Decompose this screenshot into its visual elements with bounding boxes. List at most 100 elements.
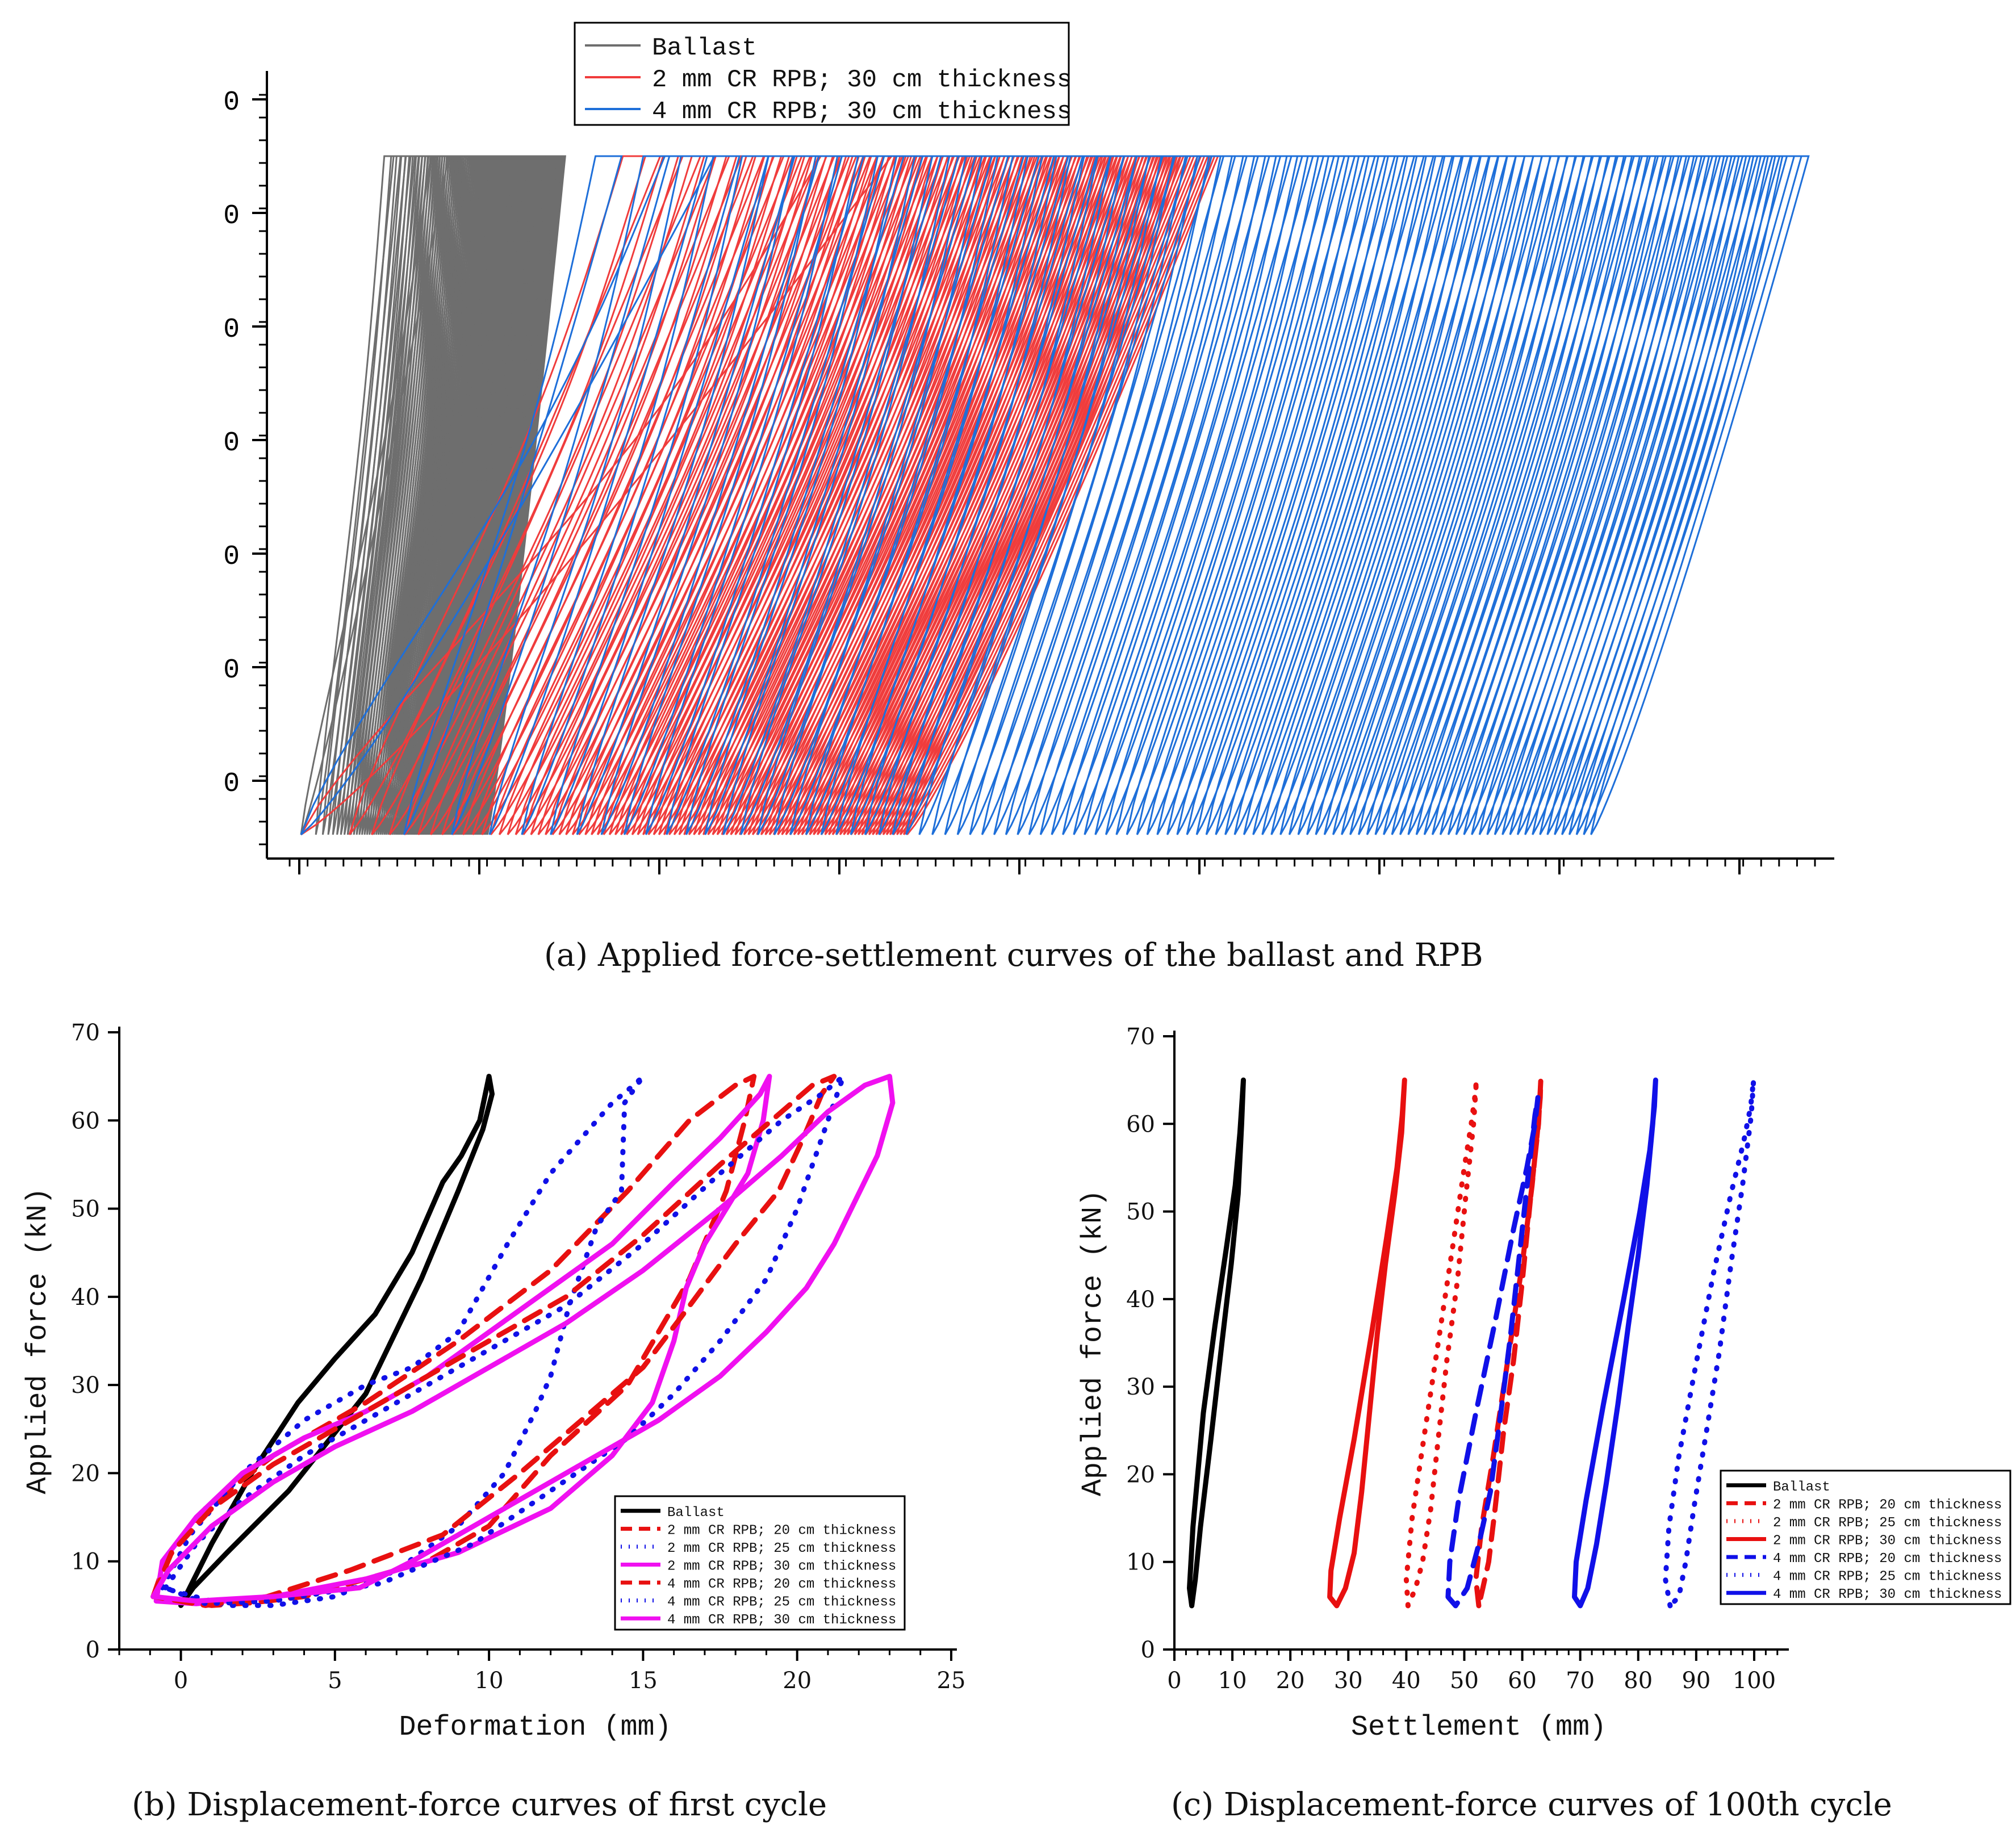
legend-label: 4 mm CR RPB; 20 cm thickness bbox=[667, 1577, 896, 1592]
y-tick-label-a: 0 bbox=[223, 769, 240, 799]
y-tick-label: 50 bbox=[71, 1196, 100, 1223]
series-line-chart-b-0 bbox=[178, 1074, 495, 1608]
legend-label: 4 mm CR RPB; 25 cm thickness bbox=[1773, 1569, 2002, 1585]
series-line-chart-c-6 bbox=[1572, 1077, 1658, 1609]
chart-a: 0 0 0 0 0 0 0 Ballast 2 mm CR RPB; 30 cm thickne… bbox=[223, 22, 1834, 874]
loop-2-1 bbox=[403, 155, 623, 835]
loop-0-1 bbox=[315, 155, 395, 835]
caption-b: (b) Displacement-force curves of first c… bbox=[132, 1786, 827, 1823]
y-axis-label: Applied force (kN) bbox=[22, 1187, 55, 1494]
y-tick-label: 70 bbox=[1126, 1024, 1155, 1050]
loop-1-1 bbox=[348, 155, 662, 835]
series-line-chart-c-2 bbox=[1403, 1077, 1479, 1609]
x-tick-label: 100 bbox=[1733, 1668, 1776, 1694]
x-tick-label: 60 bbox=[1508, 1668, 1537, 1694]
loop-2-11 bbox=[685, 155, 905, 835]
y-tick-label-a: 0 bbox=[223, 201, 240, 232]
legend-box-a bbox=[574, 22, 1070, 126]
y-tick-label: 30 bbox=[71, 1372, 100, 1399]
series-line-chart-c-5 bbox=[1663, 1077, 1756, 1609]
loop-2-14 bbox=[740, 155, 960, 835]
x-tick-label: 80 bbox=[1624, 1668, 1653, 1694]
series-line-chart-c-4 bbox=[1445, 1095, 1541, 1609]
y-tick-label-a: 0 bbox=[223, 655, 240, 686]
legend-label: 4 mm CR RPB; 30 cm thickness bbox=[667, 1613, 896, 1628]
loop-2-99 bbox=[1590, 155, 1810, 835]
series-line-chart-b-5 bbox=[162, 1074, 846, 1606]
y-tick-label: 30 bbox=[1126, 1374, 1155, 1400]
x-tick-label: 0 bbox=[174, 1668, 188, 1694]
y-tick-label: 60 bbox=[71, 1108, 100, 1134]
series-line-chart-b-3 bbox=[153, 1074, 772, 1606]
loop-2-22 bbox=[864, 155, 1084, 835]
legend-box bbox=[614, 1495, 906, 1631]
loop-2-16 bbox=[773, 155, 993, 835]
y-tick-label: 60 bbox=[1126, 1111, 1155, 1137]
legend-label: 2 mm CR RPB; 20 cm thickness bbox=[667, 1523, 896, 1538]
legend-a: Ballast 2 mm CR RPB; 30 cm thickness 4 mm … bbox=[574, 22, 1072, 126]
x-tick-label: 10 bbox=[475, 1668, 504, 1694]
legend-label: 2 mm CR RPB; 25 cm thickness bbox=[667, 1541, 896, 1556]
series-line-chart-b-2 bbox=[160, 1074, 646, 1608]
x-tick-label: 15 bbox=[629, 1668, 658, 1694]
loop-2-7 bbox=[600, 155, 821, 835]
legend-label: 2 mm CR RPB; 25 cm thickness bbox=[1773, 1516, 2002, 1531]
x-tick-label: 20 bbox=[783, 1668, 812, 1694]
legend-box bbox=[1720, 1470, 2011, 1605]
loop-2-3 bbox=[488, 155, 709, 835]
legend-chart-b: Ballast 2 mm CR RPB; 20 cm thickness 2 mm … bbox=[614, 1495, 906, 1631]
chart-b: 0 5 10 15 20 25 0 10 20 30 40 50 60 70 Deformation (mm… bbox=[22, 1020, 965, 1744]
y-tick-label-a: 0 bbox=[223, 87, 240, 118]
caption-a: (a) Applied force-settlement curves of t… bbox=[544, 937, 1483, 974]
legend-label-a: 2 mm CR RPB; 30 cm thickness bbox=[652, 66, 1072, 94]
series-line-chart-c-3 bbox=[1327, 1077, 1407, 1609]
loop-2-4 bbox=[521, 155, 741, 835]
legend-label: Ballast bbox=[667, 1505, 725, 1521]
x-tick-label: 25 bbox=[937, 1668, 966, 1694]
loop-2-15 bbox=[757, 155, 977, 835]
y-tick-label: 50 bbox=[1126, 1199, 1155, 1225]
y-tick-label: 10 bbox=[71, 1549, 100, 1575]
loop-2-8 bbox=[623, 155, 843, 835]
loop-2-13 bbox=[722, 155, 942, 835]
legend-label: 4 mm CR RPB; 30 cm thickness bbox=[1773, 1587, 2002, 1602]
y-tick-label-a: 0 bbox=[223, 428, 240, 459]
x-tick-label: 30 bbox=[1334, 1668, 1363, 1694]
x-tick-label: 40 bbox=[1392, 1668, 1421, 1694]
y-tick-label-a: 0 bbox=[223, 315, 240, 345]
y-tick-label: 40 bbox=[71, 1284, 100, 1311]
series-line-chart-c-0 bbox=[1187, 1077, 1246, 1609]
loop-2-2 bbox=[451, 155, 671, 835]
y-tick-label: 0 bbox=[1141, 1637, 1155, 1663]
x-tick-label: 90 bbox=[1682, 1668, 1710, 1694]
x-axis-label: Settlement (mm) bbox=[1351, 1711, 1607, 1744]
legend-label: 2 mm CR RPB; 20 cm thickness bbox=[1773, 1497, 2002, 1513]
loop-2-12 bbox=[704, 155, 924, 835]
caption-c: (c) Displacement-force curves of 100th c… bbox=[1171, 1786, 1892, 1823]
legend-label: 4 mm CR RPB; 20 cm thickness bbox=[1773, 1551, 2002, 1567]
loop-2-9 bbox=[645, 155, 865, 835]
series-2 bbox=[300, 155, 1810, 836]
y-axis-label: Applied force (kN) bbox=[1077, 1190, 1110, 1496]
x-tick-label: 70 bbox=[1566, 1668, 1595, 1694]
x-tick-label: 0 bbox=[1167, 1668, 1181, 1694]
y-tick-label: 20 bbox=[1126, 1462, 1155, 1488]
legend-label: 2 mm CR RPB; 30 cm thickness bbox=[667, 1559, 896, 1575]
loop-2-5 bbox=[550, 155, 769, 835]
loop-2-10 bbox=[666, 155, 885, 835]
x-tick-label: 20 bbox=[1276, 1668, 1305, 1694]
legend-label-a: Ballast bbox=[652, 34, 757, 62]
legend-label-a: 4 mm CR RPB; 30 cm thickness bbox=[652, 98, 1072, 126]
series-0 bbox=[300, 155, 566, 835]
x-tick-label: 50 bbox=[1450, 1668, 1479, 1694]
y-tick-label: 70 bbox=[71, 1020, 100, 1046]
y-tick-label: 0 bbox=[86, 1637, 100, 1663]
legend-chart-c: Ballast 2 mm CR RPB; 20 cm thickness 2 mm … bbox=[1720, 1470, 2011, 1605]
legend-label: 4 mm CR RPB; 25 cm thickness bbox=[667, 1595, 896, 1610]
y-tick-label: 40 bbox=[1126, 1287, 1155, 1313]
legend-label: Ballast bbox=[1773, 1480, 1830, 1495]
y-tick-label-a: 0 bbox=[223, 542, 240, 572]
legend-label: 2 mm CR RPB; 30 cm thickness bbox=[1773, 1534, 2002, 1549]
chart-c: 0 10 20 30 40 50 60 70 80 90 100 0 10 20 30 40 50 60 70 Set… bbox=[1077, 1024, 2011, 1744]
